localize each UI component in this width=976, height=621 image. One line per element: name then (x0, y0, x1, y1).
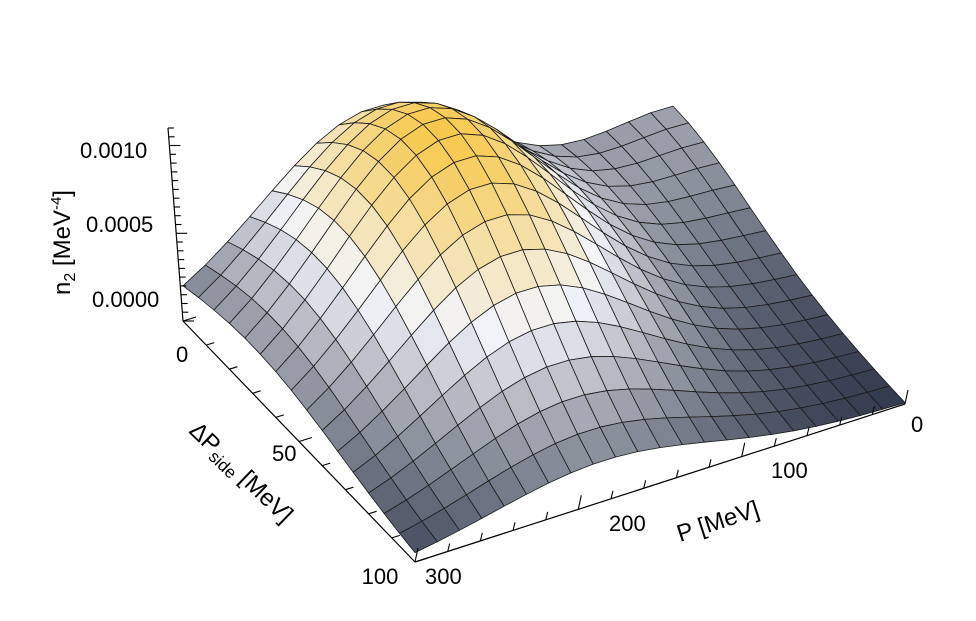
y-minor-tick (391, 534, 400, 539)
y-minor-tick (229, 366, 238, 370)
x-minor-tick (839, 416, 843, 426)
x-axis-title: P [MeV] (674, 496, 763, 548)
x-tick-label-2: 200 (609, 511, 646, 536)
x-minor-tick (675, 469, 679, 478)
x-minor-tick (773, 437, 777, 447)
z-tick-label-0: 0.0000 (92, 287, 159, 312)
x-minor-tick (479, 532, 483, 542)
y-minor-tick (345, 486, 354, 491)
x-major-tick (577, 495, 582, 510)
tick-labels: 0.0000 0.0005 0.0010 0 50 100 0 100 200 … (80, 138, 923, 589)
x-minor-tick (806, 427, 810, 436)
x-major-tick (741, 442, 746, 457)
x-tick-label-0: 0 (911, 412, 923, 437)
x-minor-tick (871, 406, 875, 415)
x-tick-label-1: 100 (771, 458, 808, 483)
tick-marks (168, 127, 909, 563)
x-minor-tick (512, 522, 516, 531)
x-minor-tick (447, 543, 451, 552)
y-minor-tick (322, 462, 331, 467)
y-major-tick (414, 557, 429, 563)
y-minor-tick (206, 342, 215, 346)
z-tick-label-1: 0.0005 (86, 212, 153, 237)
y-major-tick (182, 316, 197, 322)
y-minor-tick (252, 390, 261, 394)
x-major-tick (904, 389, 909, 405)
y-tick-label-1: 50 (272, 441, 296, 466)
z-tick-label-2: 0.0010 (80, 138, 147, 163)
x-axis-line (414, 403, 906, 563)
x-minor-tick (708, 459, 712, 468)
x-minor-tick (545, 511, 549, 521)
x-tick-label-3: 300 (425, 564, 462, 589)
surface-patch (399, 520, 438, 553)
y-minor-tick (275, 414, 284, 418)
y-major-tick (298, 436, 313, 443)
x-minor-tick (610, 490, 614, 499)
y-tick-label-0: 0 (176, 342, 188, 367)
surface-mesh (182, 101, 906, 553)
x-major-tick (414, 547, 419, 563)
y-axis-title: ΔPside [MeV] (182, 417, 298, 531)
y-minor-tick (368, 510, 377, 515)
z-axis-title: n2 [MeV-4] (48, 190, 79, 295)
x-minor-tick (643, 480, 647, 489)
y-tick-label-2: 100 (362, 564, 399, 589)
